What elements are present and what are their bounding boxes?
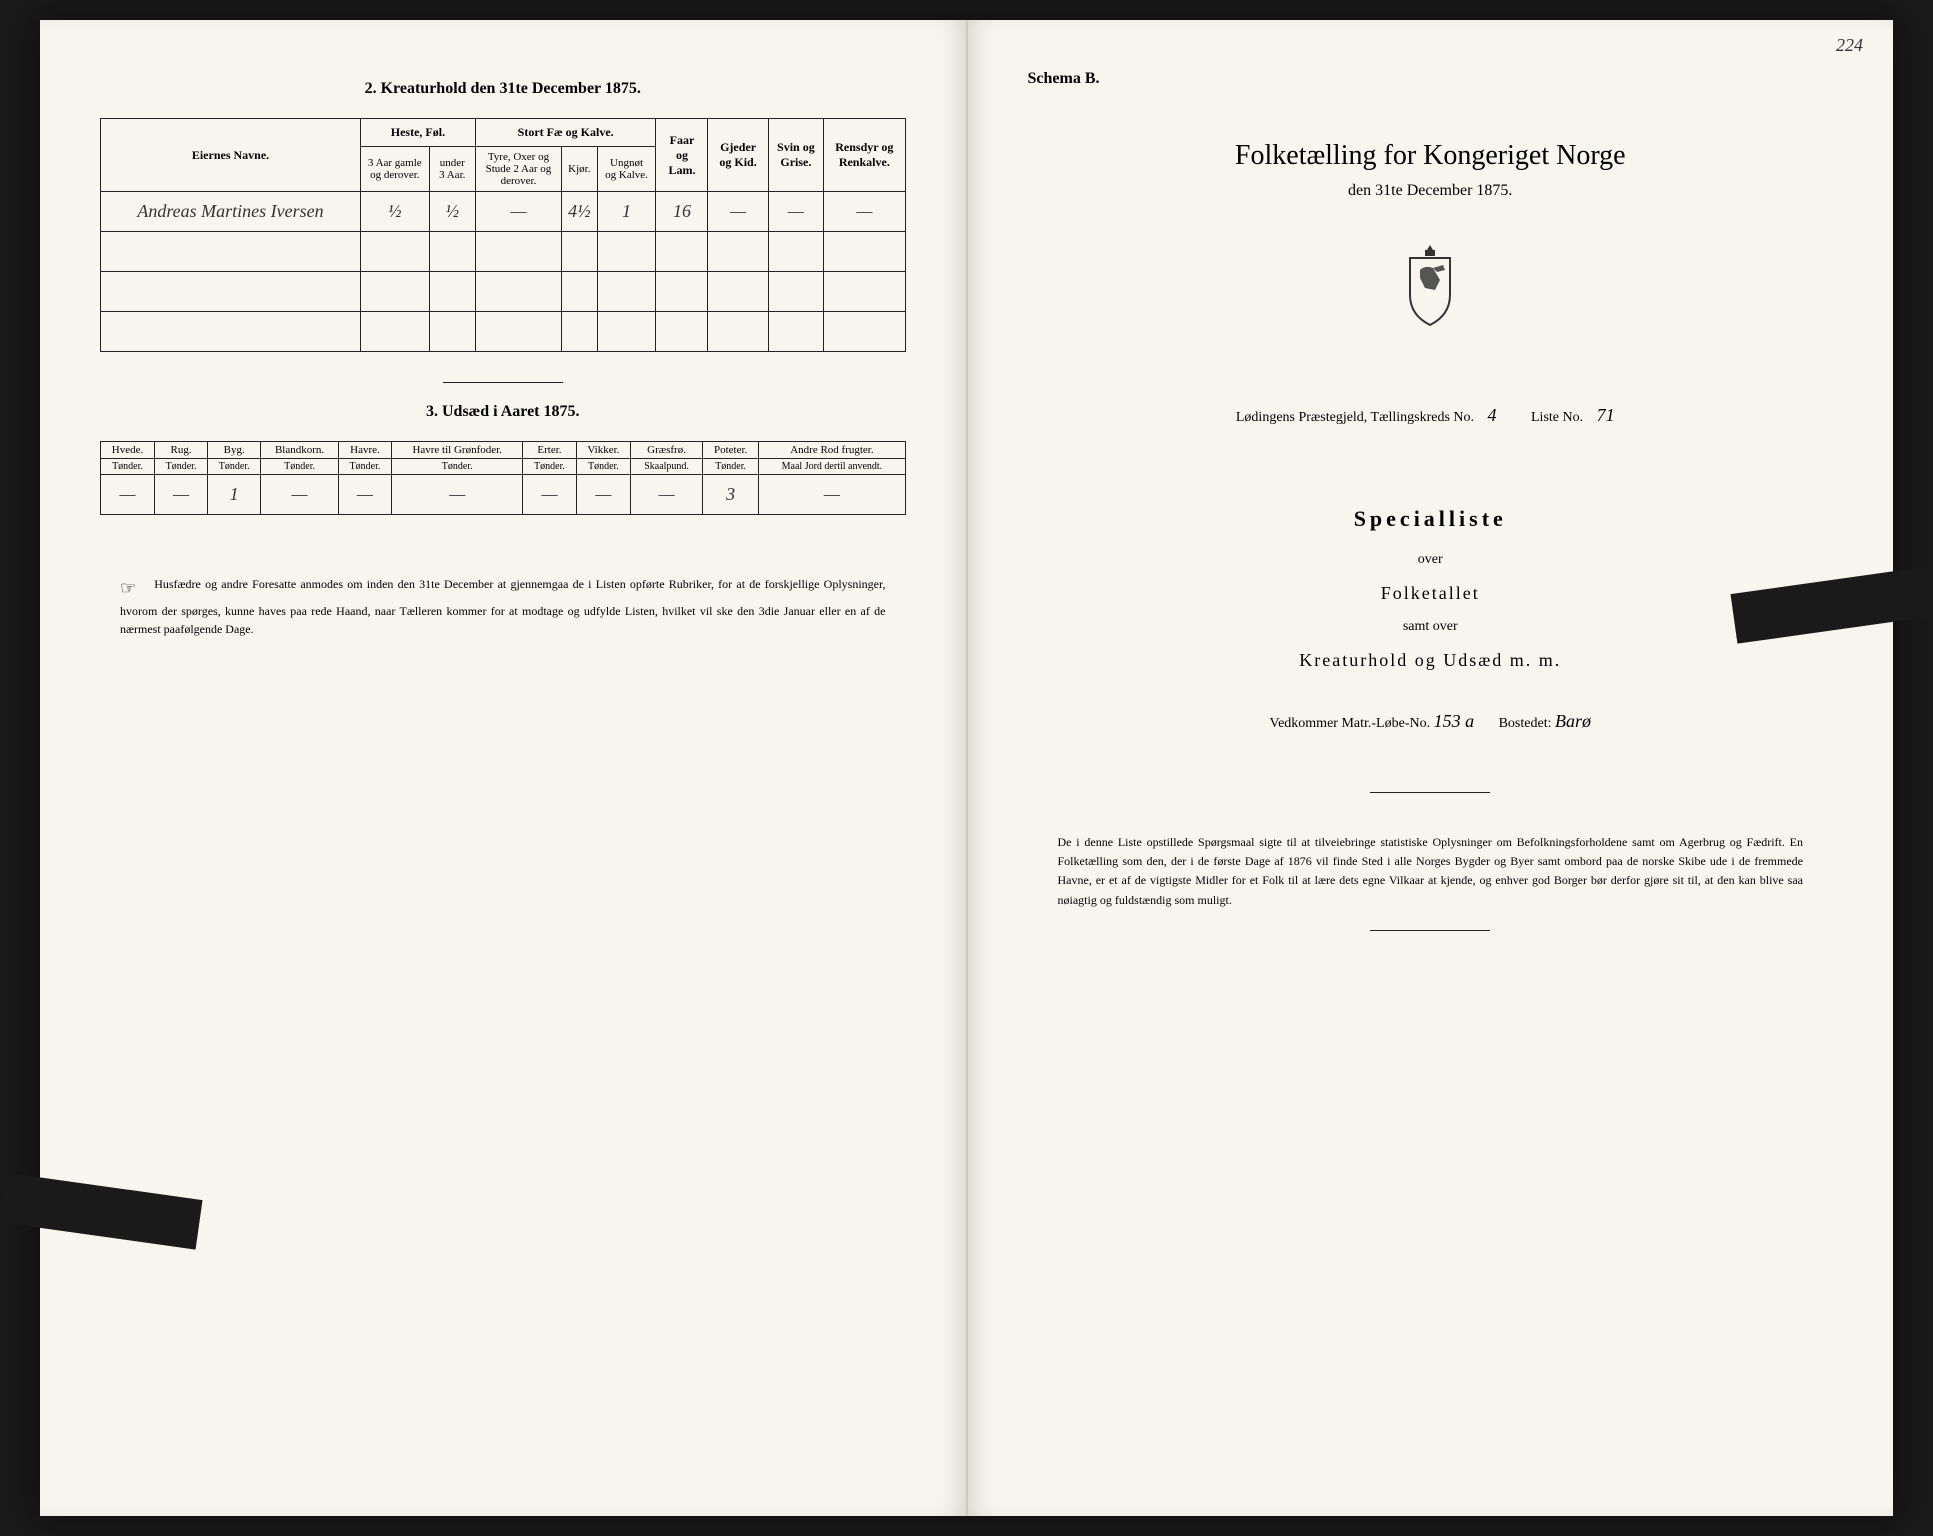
cell: — — [523, 475, 576, 515]
divider — [1370, 792, 1490, 793]
sub: Tønder. — [523, 459, 576, 475]
sub: Tønder. — [702, 459, 758, 475]
divider — [443, 382, 563, 383]
right-content: Folketælling for Kongeriget Norge den 31… — [1028, 70, 1834, 931]
cell: — — [759, 475, 905, 515]
kreatur-line: Kreaturhold og Udsæd m. m. — [1028, 650, 1834, 671]
cell: — — [475, 192, 561, 232]
sub-stort3: Ungnøt og Kalve. — [597, 147, 656, 192]
owner-name: Andreas Martines Iversen — [101, 192, 361, 232]
col: Rug. — [154, 442, 207, 459]
cell: — — [154, 475, 207, 515]
livestock-table: Eiernes Navne. Heste, Føl. Stort Fæ og K… — [100, 118, 906, 352]
sub: Tønder. — [101, 459, 155, 475]
bostedet: Barø — [1555, 711, 1591, 731]
sub: Maal Jord dertil anvendt. — [759, 459, 905, 475]
schema-label: Schema B. — [1028, 70, 1100, 88]
right-page: 224 Schema B. Folketælling for Kongerige… — [968, 20, 1894, 1516]
cell: — — [631, 475, 703, 515]
col-svin: Svin og Grise. — [768, 119, 824, 192]
cell: — — [392, 475, 523, 515]
footnote-text: Husfædre og andre Foresatte anmodes om i… — [120, 577, 886, 636]
folketallet: Folketallet — [1028, 583, 1834, 604]
table-row — [101, 232, 906, 272]
cell: ½ — [361, 192, 430, 232]
cell: — — [101, 475, 155, 515]
col: Erter. — [523, 442, 576, 459]
col: Blandkorn. — [261, 442, 339, 459]
matr-no: 153 a — [1434, 711, 1475, 731]
sub: Tønder. — [338, 459, 391, 475]
cell: 3 — [702, 475, 758, 515]
cell: 1 — [597, 192, 656, 232]
left-page: 2. Kreaturhold den 31te December 1875. E… — [40, 20, 968, 1516]
section2-title: 2. Kreaturhold den 31te December 1875. — [100, 80, 906, 98]
main-title: Folketælling for Kongeriget Norge — [1028, 140, 1834, 172]
parish-line: Lødingens Præstegjeld, Tællingskreds No.… — [1028, 405, 1834, 426]
sub: Tønder. — [576, 459, 631, 475]
bostedet-prefix: Bostedet: — [1499, 716, 1552, 731]
col-group-heste: Heste, Føl. — [361, 119, 476, 147]
sub: Skaalpund. — [631, 459, 703, 475]
cell: ½ — [429, 192, 475, 232]
parish-prefix: Lødingens Præstegjeld, Tællingskreds No. — [1236, 410, 1474, 425]
table-row: — — 1 — — — — — — 3 — — [101, 475, 906, 515]
pointing-hand-icon: ☞ — [120, 575, 150, 602]
sub: Tønder. — [208, 459, 261, 475]
col-eierne: Eiernes Navne. — [101, 119, 361, 192]
coat-of-arms-icon — [1395, 240, 1465, 330]
cell: 16 — [656, 192, 708, 232]
col: Byg. — [208, 442, 261, 459]
col: Poteter. — [702, 442, 758, 459]
left-footnote: ☞ Husfædre og andre Foresatte anmodes om… — [100, 575, 906, 638]
cell: — — [576, 475, 631, 515]
col-gjeder: Gjeder og Kid. — [708, 119, 768, 192]
over-text: over — [1028, 552, 1834, 568]
cell: — — [824, 192, 905, 232]
col: Havre. — [338, 442, 391, 459]
liste-no: 71 — [1597, 405, 1615, 425]
book-spread: 2. Kreaturhold den 31te December 1875. E… — [40, 20, 1893, 1516]
col-faar: Faar og Lam. — [656, 119, 708, 192]
seed-table: Hvede. Rug. Byg. Blandkorn. Havre. Havre… — [100, 441, 906, 515]
vedkommer-line: Vedkommer Matr.-Løbe-No. 153 a Bostedet:… — [1028, 711, 1834, 732]
sub-stort1: Tyre, Oxer og Stude 2 Aar og derover. — [475, 147, 561, 192]
table-row: Andreas Martines Iversen ½ ½ — 4½ 1 16 —… — [101, 192, 906, 232]
sub-heste2: under 3 Aar. — [429, 147, 475, 192]
special-title: Specialliste — [1028, 506, 1834, 532]
sub: Tønder. — [392, 459, 523, 475]
col: Græsfrø. — [631, 442, 703, 459]
samt-over: samt over — [1028, 619, 1834, 635]
sub: Tønder. — [261, 459, 339, 475]
col: Vikker. — [576, 442, 631, 459]
vedkommer-prefix: Vedkommer Matr.-Løbe-No. — [1270, 716, 1431, 731]
cell: — — [768, 192, 824, 232]
cell: — — [708, 192, 768, 232]
table-row — [101, 312, 906, 352]
sub-heste1: 3 Aar gamle og derover. — [361, 147, 430, 192]
sub: Tønder. — [154, 459, 207, 475]
kreds-no: 4 — [1488, 405, 1497, 425]
sub-stort2: Kjør. — [562, 147, 598, 192]
cell: — — [338, 475, 391, 515]
col-group-stort: Stort Fæ og Kalve. — [475, 119, 656, 147]
divider — [1370, 930, 1490, 931]
cell: 4½ — [562, 192, 598, 232]
col: Hvede. — [101, 442, 155, 459]
table-row — [101, 272, 906, 312]
liste-prefix: Liste No. — [1531, 410, 1583, 425]
cell: — — [261, 475, 339, 515]
page-number: 224 — [1836, 35, 1863, 56]
cell: 1 — [208, 475, 261, 515]
section3-title: 3. Udsæd i Aaret 1875. — [100, 403, 906, 421]
date-line: den 31te December 1875. — [1028, 182, 1834, 200]
col: Havre til Grønfoder. — [392, 442, 523, 459]
col-rensdyr: Rensdyr og Renkalve. — [824, 119, 905, 192]
right-footnote: De i denne Liste opstillede Spørgsmaal s… — [1028, 833, 1834, 910]
col: Andre Rod frugter. — [759, 442, 905, 459]
